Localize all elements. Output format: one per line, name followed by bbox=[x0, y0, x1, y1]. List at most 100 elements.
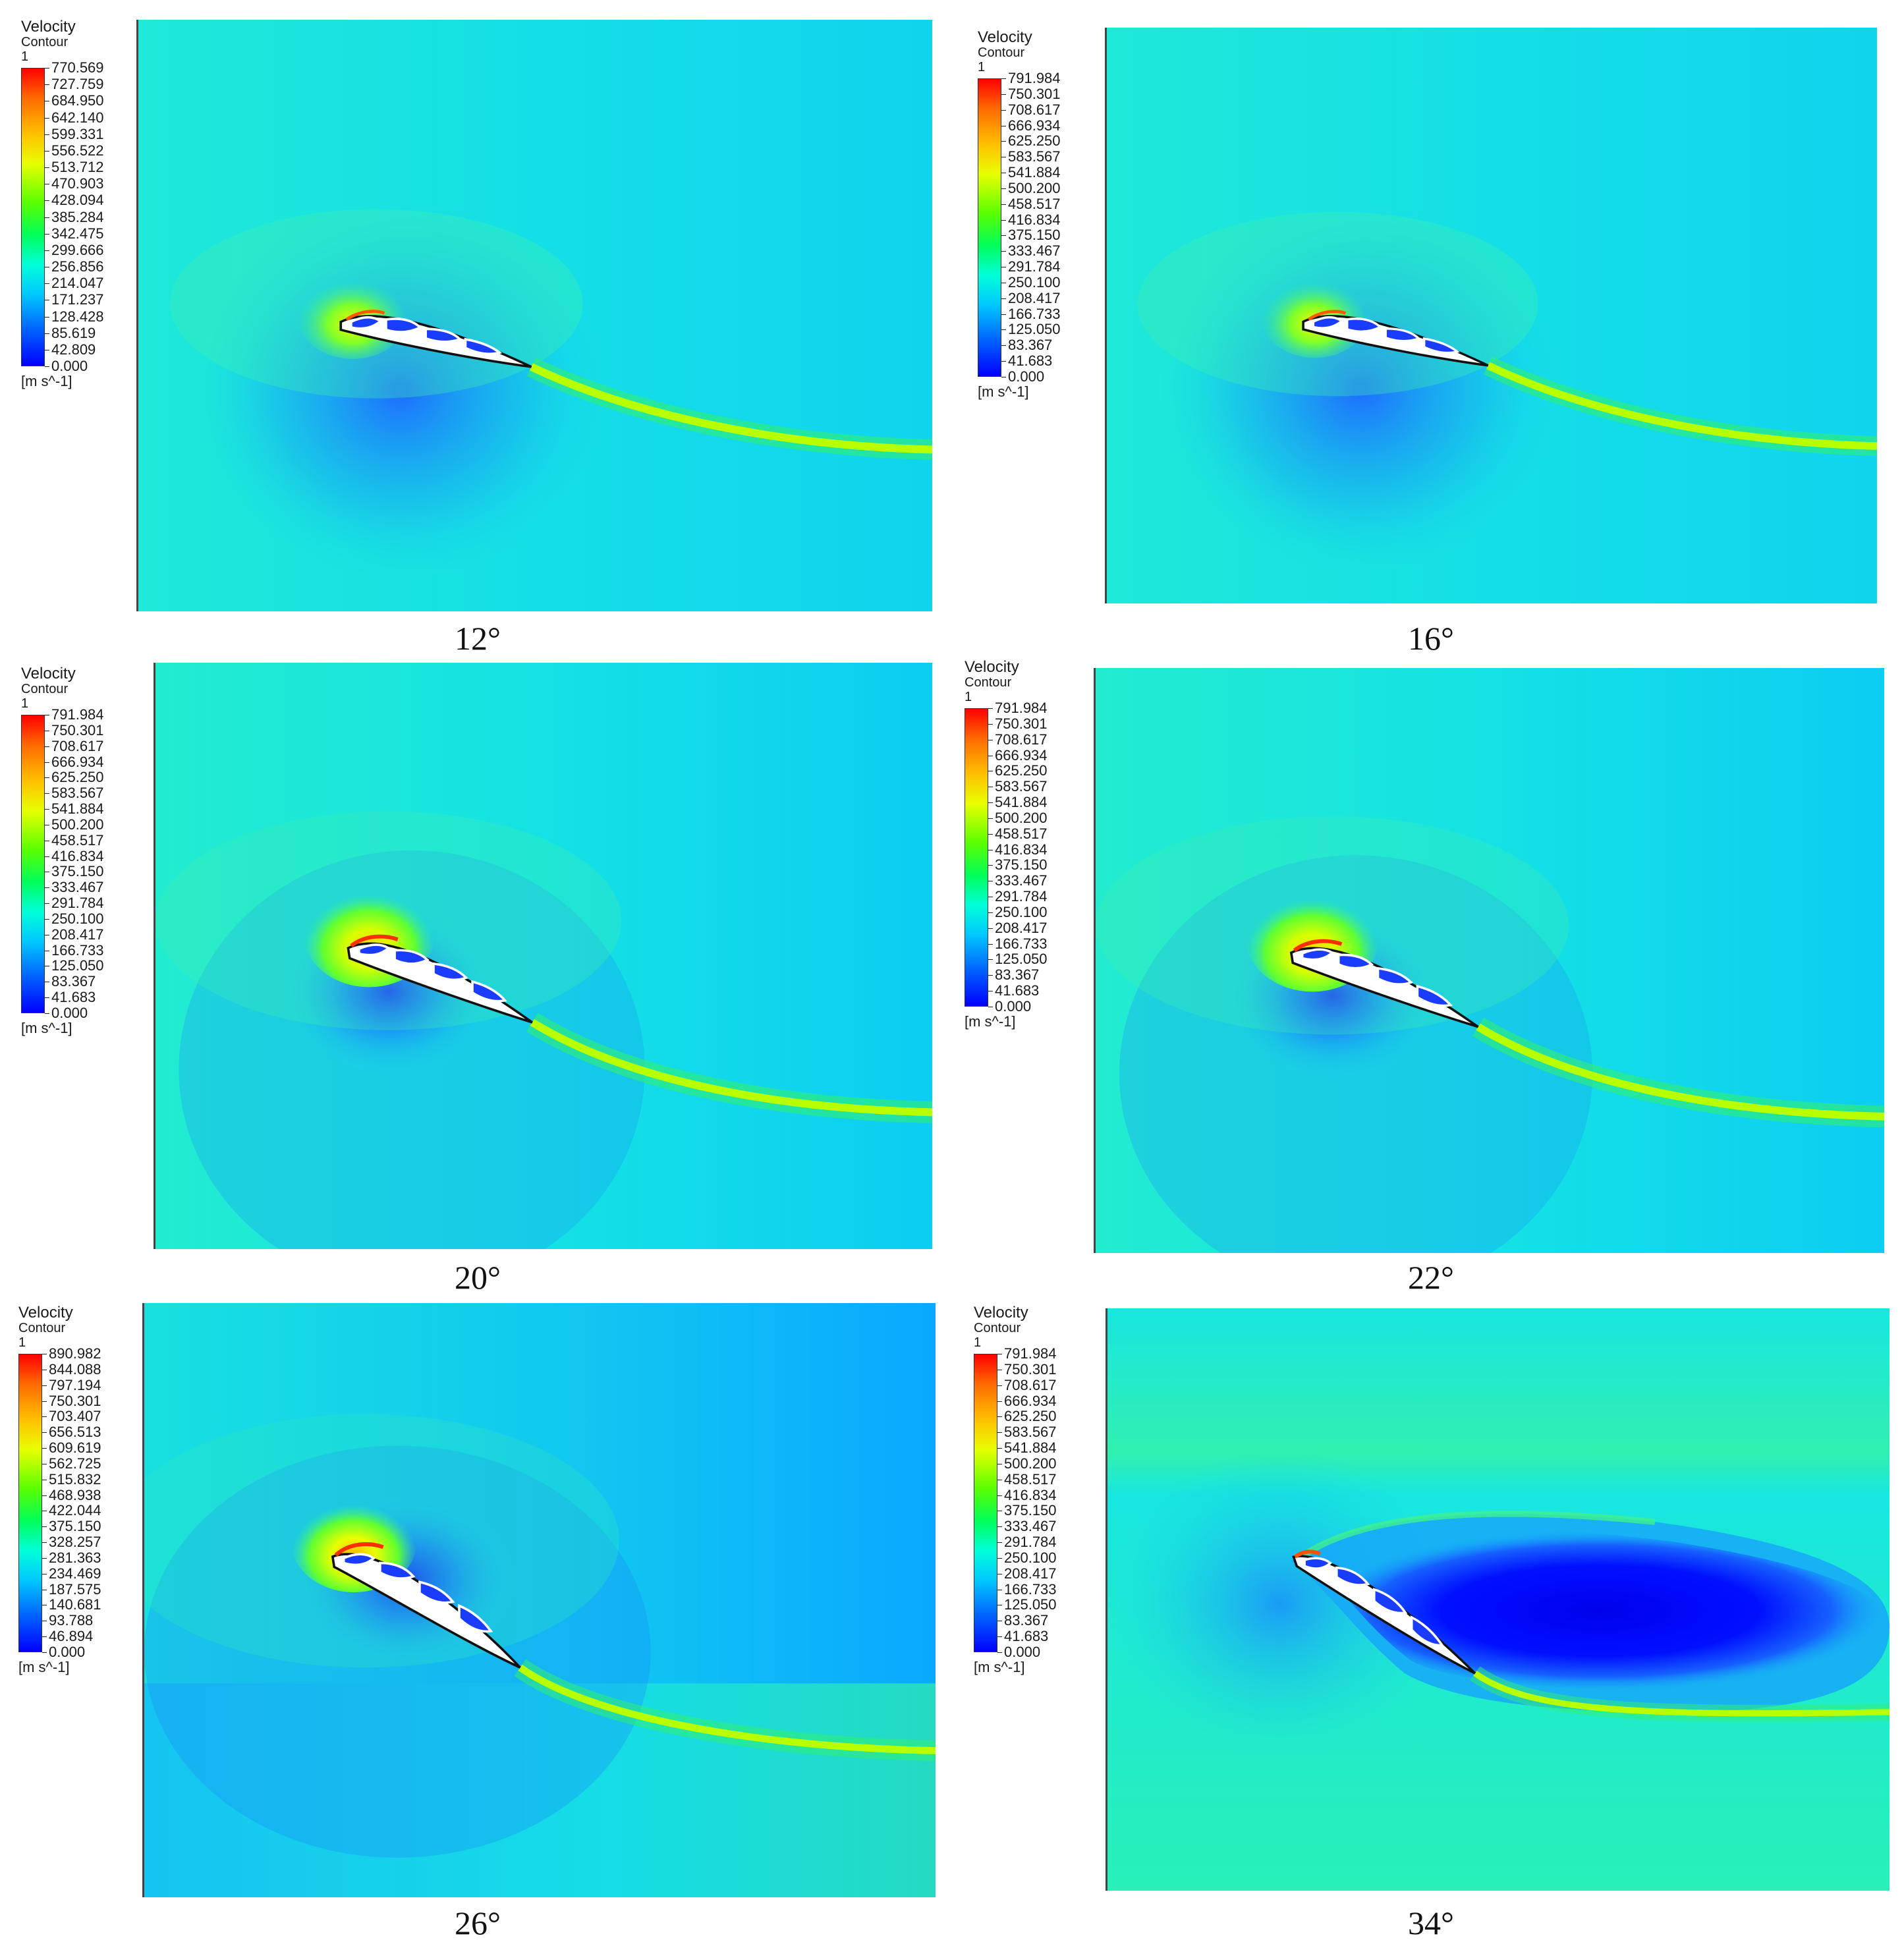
legend-tick-mark bbox=[997, 1542, 1002, 1543]
legend-tick-label: 797.194 bbox=[49, 1377, 101, 1393]
legend-tick-mark bbox=[42, 1558, 47, 1559]
legend-tick-label: 844.088 bbox=[49, 1361, 101, 1378]
legend-title: Velocity bbox=[974, 1304, 1028, 1322]
legend-tick-mark bbox=[1001, 251, 1006, 252]
legend-unit: [m s^-1] bbox=[21, 1020, 72, 1036]
legend-tick-label: 458.517 bbox=[1008, 196, 1061, 212]
legend-tick-label: 625.250 bbox=[995, 762, 1048, 779]
legend-tick-mark bbox=[988, 834, 993, 835]
legend-tick-label: 791.984 bbox=[1004, 1345, 1057, 1362]
angle-caption: 20° bbox=[455, 1259, 501, 1296]
legend-tick-label: 625.250 bbox=[51, 769, 104, 785]
legend-tick-label: 458.517 bbox=[51, 832, 104, 849]
legend-tick-mark bbox=[988, 724, 993, 725]
legend-tick-mark bbox=[45, 903, 49, 904]
angle-caption: 22° bbox=[1408, 1259, 1454, 1296]
legend-tick-mark bbox=[1001, 188, 1006, 189]
legend-tick-label: 83.367 bbox=[1008, 337, 1053, 353]
legend-tick-label: 208.417 bbox=[1008, 290, 1061, 306]
legend-tick-label: 750.301 bbox=[49, 1393, 101, 1409]
colorbar bbox=[978, 78, 1001, 377]
legend-tick-label: 42.809 bbox=[51, 341, 96, 358]
legend-subtitle: Contour 1 bbox=[978, 45, 1025, 74]
legend-subtitle: Contour 1 bbox=[21, 682, 69, 711]
legend-tick-mark bbox=[45, 200, 49, 201]
legend-tick-label: 684.950 bbox=[51, 92, 104, 109]
legend-tick-label: 541.884 bbox=[995, 794, 1048, 810]
legend-tick-label: 727.759 bbox=[51, 76, 104, 92]
legend-tick-label: 890.982 bbox=[49, 1345, 101, 1362]
legend-tick-label: 125.050 bbox=[1008, 321, 1061, 337]
legend-tick-mark bbox=[997, 1416, 1002, 1417]
legend-tick-mark bbox=[45, 1013, 49, 1014]
legend-tick-mark bbox=[45, 283, 49, 284]
legend-tick-label: 85.619 bbox=[51, 325, 96, 341]
colorbar bbox=[974, 1354, 997, 1652]
legend-tick-label: 41.683 bbox=[995, 982, 1040, 999]
legend-tick-label: 422.044 bbox=[49, 1502, 101, 1518]
legend-title: Velocity bbox=[21, 18, 76, 36]
legend-tick-label: 500.200 bbox=[1008, 180, 1061, 196]
legend-tick-mark bbox=[1001, 314, 1006, 315]
legend-tick-label: 791.984 bbox=[995, 700, 1048, 716]
legend-tick-label: 458.517 bbox=[1004, 1471, 1057, 1488]
legend-tick-mark bbox=[988, 912, 993, 913]
legend-tick-label: 291.784 bbox=[51, 895, 104, 911]
angle-caption: 26° bbox=[455, 1905, 501, 1941]
angle-caption: 34° bbox=[1408, 1905, 1454, 1941]
legend-tick-label: 208.417 bbox=[1004, 1565, 1057, 1582]
velocity-legend: Velocity Contour 1 [m s^-1] 791.984 750.3… bbox=[974, 1304, 1057, 1675]
legend-tick-label: 599.331 bbox=[51, 126, 104, 142]
legend-tick-mark bbox=[988, 708, 993, 709]
legend-tick-label: 625.250 bbox=[1008, 132, 1061, 149]
legend-tick-label: 46.894 bbox=[49, 1628, 94, 1644]
legend-tick-mark bbox=[1001, 298, 1006, 299]
velocity-legend: Velocity Contour 1 [m s^-1] 770.569 727.7… bbox=[21, 18, 104, 389]
legend-tick-mark bbox=[997, 1448, 1002, 1449]
legend-tick-mark bbox=[42, 1416, 47, 1417]
legend-tick-label: 515.832 bbox=[49, 1471, 101, 1488]
legend-tick-mark bbox=[45, 68, 49, 69]
legend-tick-mark bbox=[988, 802, 993, 803]
legend-tick-mark bbox=[45, 250, 49, 251]
legend-tick-label: 250.100 bbox=[51, 910, 104, 927]
legend-title: Velocity bbox=[965, 658, 1019, 676]
legend-subtitle: Contour 1 bbox=[974, 1321, 1021, 1350]
legend-tick-mark bbox=[988, 944, 993, 945]
legend-tick-label: 416.834 bbox=[1004, 1487, 1057, 1503]
legend-tick-label: 583.567 bbox=[1004, 1424, 1057, 1440]
velocity-contour-field bbox=[1107, 28, 1877, 603]
contour-plot bbox=[1105, 28, 1877, 603]
legend-tick-label: 140.681 bbox=[49, 1596, 101, 1613]
legend-tick-label: 41.683 bbox=[51, 989, 96, 1005]
legend-tick-mark bbox=[1001, 361, 1006, 362]
legend-tick-mark bbox=[45, 762, 49, 763]
legend-tick-label: 291.784 bbox=[1008, 258, 1061, 275]
legend-tick-mark bbox=[45, 366, 49, 367]
contour-plot bbox=[136, 20, 932, 611]
legend-tick-label: 416.834 bbox=[51, 848, 104, 864]
contour-plot bbox=[142, 1303, 936, 1897]
legend-tick-mark bbox=[45, 856, 49, 857]
legend-tick-label: 41.683 bbox=[1008, 352, 1053, 369]
legend-tick-mark bbox=[45, 746, 49, 747]
legend-tick-label: 708.617 bbox=[51, 738, 104, 754]
legend-tick-label: 0.000 bbox=[1004, 1644, 1041, 1660]
legend-tick-label: 0.000 bbox=[49, 1644, 86, 1660]
legend-tick-mark bbox=[1001, 110, 1006, 111]
legend-tick-label: 166.733 bbox=[1008, 306, 1061, 322]
legend-tick-mark bbox=[45, 134, 49, 135]
legend-tick-mark bbox=[42, 1526, 47, 1527]
legend-tick-label: 125.050 bbox=[995, 951, 1048, 967]
colorbar bbox=[18, 1354, 42, 1652]
legend-tick-label: 416.834 bbox=[995, 841, 1048, 858]
colorbar bbox=[21, 68, 45, 366]
legend-tick-label: 0.000 bbox=[51, 358, 88, 374]
legend-tick-mark bbox=[1001, 345, 1006, 346]
legend-tick-mark bbox=[45, 809, 49, 810]
velocity-contour-field bbox=[138, 20, 932, 611]
legend-tick-label: 125.050 bbox=[51, 957, 104, 974]
colorbar bbox=[21, 715, 45, 1013]
legend-tick-label: 583.567 bbox=[1008, 148, 1061, 165]
legend-tick-mark bbox=[988, 928, 993, 929]
